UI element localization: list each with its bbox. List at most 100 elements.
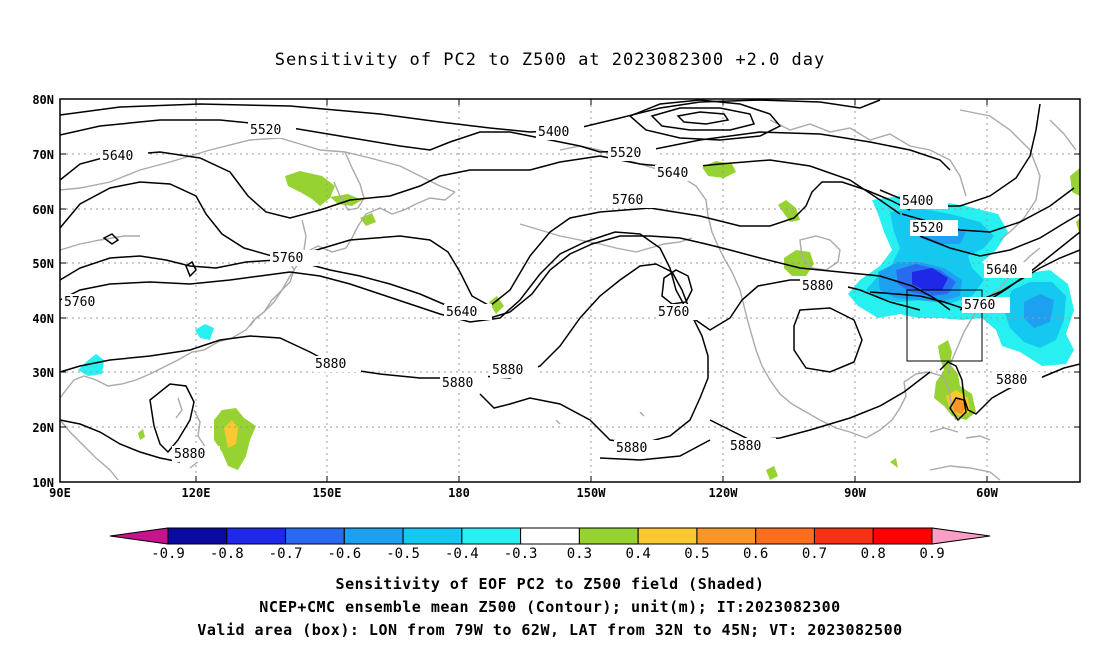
- lon-label: 180: [448, 486, 470, 500]
- colorbar: -0.9 -0.8 -0.7 -0.6 -0.5 -0.4 -0.3 0.3 0.4 0.5 0.6…: [109, 527, 991, 562]
- colorbar-label: 0.5: [684, 546, 709, 562]
- contour-label: 5520: [610, 146, 641, 161]
- contour-5760-north: [59, 181, 911, 307]
- caption-contour: NCEP+CMC ensemble mean Z500 (Contour); u…: [259, 598, 841, 616]
- coast-taiwan: [175, 397, 183, 419]
- colorbar-swatch: [872, 527, 933, 545]
- colorbar-label: 0.7: [802, 546, 827, 562]
- grid-lines: [60, 99, 1080, 482]
- colorbar-swatch: [461, 527, 522, 545]
- colorbar-swatch: [637, 527, 698, 545]
- colorbar-label: -0.3: [504, 546, 538, 562]
- contour-label: 5880: [315, 357, 346, 372]
- colorbar-swatch: [813, 527, 874, 545]
- shade-pos-kamchatka: [285, 171, 335, 206]
- colorbar-swatch: [285, 527, 345, 545]
- contour-5400-east: [879, 103, 1041, 207]
- shade-neg-northatl-blue3: [1024, 294, 1054, 328]
- coast-asia-north: [59, 137, 456, 193]
- colorbar-swatch: [402, 527, 463, 545]
- contour-5640-north: [59, 151, 901, 219]
- colorbar-swatch: [755, 527, 815, 545]
- lon-label: 60W: [976, 486, 998, 500]
- valid-area-box: [906, 289, 983, 362]
- contour-label: 5640: [446, 305, 477, 320]
- contour-label: 5640: [102, 149, 133, 164]
- colorbar-label: -0.4: [445, 546, 479, 562]
- shade-pos-east-edge: [1076, 218, 1080, 236]
- coast-kamchatka: [333, 151, 365, 211]
- contour-wpac-5880: [149, 383, 195, 454]
- coast-hudson: [799, 235, 841, 271]
- shade-neg-northatl-dark: [912, 268, 948, 290]
- contour-label: 5880: [492, 363, 523, 378]
- coast-pacific-islands-1: [555, 419, 561, 425]
- lat-label: 40N: [32, 312, 54, 326]
- colorbar-label: 0.8: [861, 546, 886, 562]
- colorbar-swatch: [696, 527, 757, 545]
- coast-mexico: [865, 381, 907, 439]
- contour-label: 5880: [442, 376, 473, 391]
- shade-pos-okhotsk: [360, 213, 376, 226]
- contour-label: 5640: [986, 263, 1017, 278]
- contour-label: 5520: [250, 123, 281, 138]
- lat-label: 20N: [32, 421, 54, 435]
- lat-label: 70N: [32, 148, 54, 162]
- lon-label: 150W: [577, 486, 607, 500]
- colorbar-label: -0.9: [151, 546, 185, 562]
- contour-label: 5640: [657, 166, 688, 181]
- contour-pacific-low: [661, 269, 693, 305]
- shade-pos-carib: [890, 458, 898, 468]
- coast-alaska-south: [635, 237, 693, 253]
- coast-gulf: [903, 371, 951, 397]
- colorbar-low-triangle: [109, 527, 169, 545]
- shade-pos-greenland-edge: [1070, 168, 1080, 196]
- coast-greenland: [959, 109, 1041, 241]
- map-title: Sensitivity of PC2 to Z500 at 2023082300…: [274, 50, 826, 70]
- map-frame: [59, 98, 1081, 483]
- shade-pos-kamchatka-2: [330, 194, 362, 206]
- contour-label: 5760: [612, 193, 643, 208]
- coast-caribbean-2: [965, 435, 991, 441]
- shade-pos-eastcoast-orange: [952, 398, 966, 414]
- contour-5640-east: [919, 213, 1081, 257]
- coast-greenland-east: [1049, 119, 1077, 151]
- contour-north-low-3: [676, 111, 730, 125]
- shade-pos-mexico: [766, 466, 778, 480]
- coast-aleutians: [519, 223, 637, 253]
- colorbar-high-triangle: [931, 527, 991, 545]
- contour-label: 5880: [802, 279, 833, 294]
- contour-north-low-2: [650, 107, 756, 131]
- contour-north-low-1: [628, 99, 782, 141]
- shade-neg-china: [78, 354, 104, 376]
- colorbar-label: -0.5: [386, 546, 420, 562]
- colorbar-label: -0.8: [210, 546, 244, 562]
- colorbar-label: -0.6: [327, 546, 361, 562]
- caption-shading: Sensitivity of EOF PC2 to Z500 field (Sh…: [335, 575, 765, 593]
- contour-southeast-5880: [709, 371, 931, 441]
- coast-sakhalin: [301, 219, 307, 251]
- colorbar-swatch: [578, 527, 639, 545]
- colorbar-swatch: [343, 527, 404, 545]
- caption-valid-area: Valid area (box): LON from 79W to 62W, L…: [197, 621, 903, 639]
- contour-label: 5400: [902, 194, 933, 209]
- lon-label: 90E: [49, 486, 71, 500]
- lat-label: 50N: [32, 257, 54, 271]
- colorbar-label: 0.4: [626, 546, 651, 562]
- coast-na-west: [731, 271, 867, 439]
- lon-label: 90W: [844, 486, 866, 500]
- lat-label: 80N: [32, 93, 54, 107]
- contour-asia-small-2: [185, 260, 197, 278]
- sensitivity-shading: [78, 161, 1080, 480]
- contour-label: 5880: [616, 441, 647, 456]
- coast-asia-pacific: [59, 191, 456, 399]
- contour-asia-ring: [59, 235, 951, 319]
- colorbar-label: -0.7: [269, 546, 303, 562]
- contour-5880-coast: [939, 361, 1081, 415]
- lon-label: 120E: [182, 486, 211, 500]
- contour-label: 5400: [538, 125, 569, 140]
- coast-indochina: [59, 419, 119, 481]
- contour-label: 5880: [730, 439, 761, 454]
- contour-label: 5760: [64, 295, 95, 310]
